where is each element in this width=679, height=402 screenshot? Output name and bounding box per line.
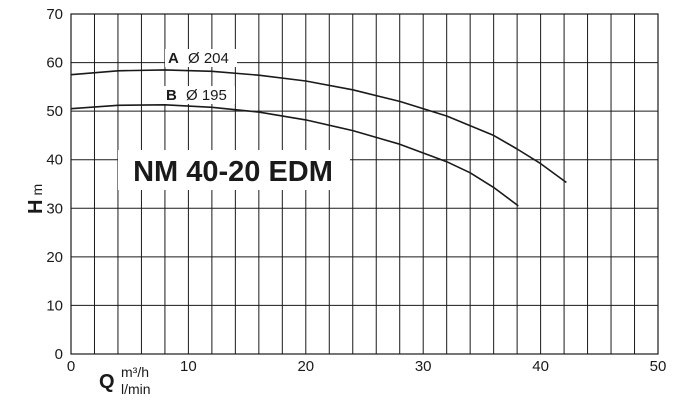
y-tick-label: 0 (55, 346, 63, 363)
x-tick-label: 0 (67, 358, 75, 375)
x-tick-label: 30 (415, 358, 432, 375)
y-axis-unit: m (29, 184, 45, 196)
x-tick-label: 50 (650, 358, 667, 375)
x-tick-label: 20 (297, 358, 314, 375)
x-axis-unit-top: m³/h (121, 364, 149, 380)
y-tick-label: 30 (46, 200, 63, 217)
y-tick-label: 10 (46, 297, 63, 314)
x-axis-label: Q (99, 371, 115, 393)
x-tick-label: 40 (532, 358, 549, 375)
y-axis-label: Hm (25, 184, 47, 214)
y-tick-label: 60 (46, 55, 63, 72)
series-label-letter-b: B (166, 87, 177, 104)
y-tick-label: 20 (46, 249, 63, 266)
y-tick-label: 40 (46, 152, 63, 169)
series-label-diameter-a: Ø 204 (188, 50, 229, 67)
y-axis-letter: H (25, 200, 47, 214)
chart-title: NM 40-20 EDM (133, 156, 333, 188)
series-label-diameter-b: Ø 195 (186, 87, 227, 104)
series-label-letter-a: A (168, 50, 179, 67)
x-tick-label: 10 (180, 358, 197, 375)
y-tick-label: 70 (46, 6, 63, 23)
x-axis-unit-bottom: l/min (121, 381, 151, 397)
y-tick-label: 50 (46, 103, 63, 120)
